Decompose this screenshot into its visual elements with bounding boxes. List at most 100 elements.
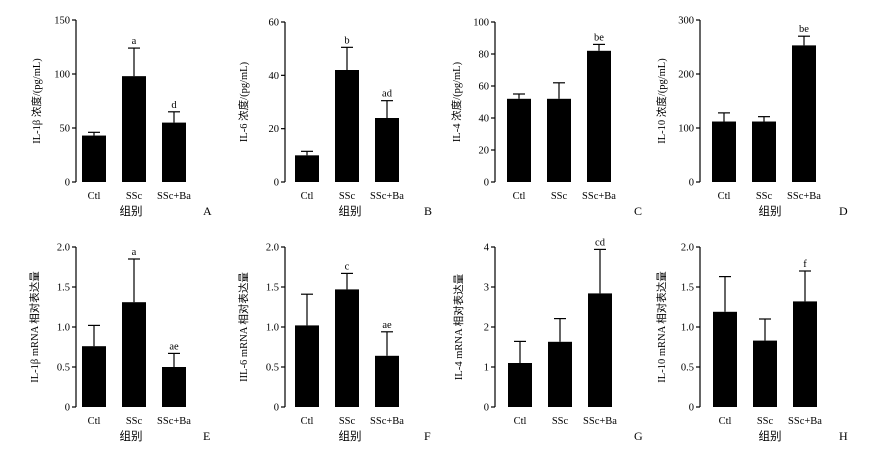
- significance-label: c: [345, 261, 350, 272]
- category-label: SSc+Ba: [370, 191, 404, 202]
- bar-ssc-ba: [375, 118, 399, 182]
- significance-label: a: [132, 247, 137, 258]
- x-axis-title: 组别: [759, 429, 782, 443]
- significance-label: ad: [382, 89, 393, 100]
- y-tick-label: 0: [689, 178, 694, 189]
- significance-label: ae: [169, 341, 179, 352]
- category-label: SSc: [551, 191, 568, 202]
- x-axis-title: 组别: [120, 204, 143, 218]
- significance-label: d: [171, 100, 177, 111]
- y-axis-title: IL-4 浓度/(pg/mL): [450, 61, 463, 142]
- panel-letter: G: [634, 429, 643, 443]
- category-label: Ctl: [301, 416, 314, 427]
- bar-ssc: [548, 341, 572, 407]
- category-label: SSc: [339, 416, 356, 427]
- y-tick-label: 150: [54, 16, 70, 27]
- y-tick-label: 1: [484, 363, 489, 374]
- chart-panel-a: 0 50 100 150 Ctl a SSc d SSc+Ba 组别 A IL-1β 浓度/(pg/m…: [30, 16, 212, 219]
- chart-panel-d: 0 100 200 300 Ctl SSc be SSc+Ba 组别 D IL-10 浓度/(pg/…: [655, 16, 848, 219]
- category-label: SSc: [756, 191, 773, 202]
- category-label: SSc+Ba: [583, 416, 617, 427]
- y-tick-label: 20: [269, 124, 280, 135]
- y-tick-label: 0.5: [57, 363, 70, 374]
- chart-panel-g: 0 1 2 3 4 Ctl SSc cd SSc+Ba G IL-4 mRNA 相对表达量: [452, 237, 643, 443]
- bar-ctl: [712, 121, 736, 182]
- y-tick-label: 1.5: [57, 283, 70, 294]
- y-tick-label: 100: [54, 70, 70, 81]
- category-label: SSc+Ba: [157, 191, 191, 202]
- panel-letter: E: [203, 429, 210, 443]
- chart-panel-e: 0 0.5 1.0 1.5 2.0 Ctl a SSc ae SSc+Ba 组别 E IL-1β mRN…: [28, 243, 210, 444]
- significance-label: a: [132, 36, 137, 47]
- y-tick-label: 4: [484, 243, 490, 254]
- category-label: SSc+Ba: [582, 191, 616, 202]
- y-tick-label: 40: [479, 114, 490, 125]
- y-tick-label: 1.0: [681, 323, 694, 334]
- category-label: SSc: [757, 416, 774, 427]
- significance-label: be: [799, 24, 809, 35]
- y-tick-label: 200: [678, 70, 694, 81]
- category-label: SSc: [339, 191, 356, 202]
- y-axis-title: IIL-6 mRNA 相对表达量: [237, 272, 250, 382]
- y-tick-label: 1.0: [57, 323, 70, 334]
- category-label: SSc+Ba: [157, 416, 191, 427]
- y-tick-label: 0: [65, 403, 70, 414]
- bar-ctl: [82, 346, 106, 407]
- category-label: SSc: [126, 191, 143, 202]
- bar-ctl: [295, 325, 319, 407]
- y-tick-label: 1.5: [681, 283, 694, 294]
- bar-ssc-ba: [793, 301, 817, 407]
- x-axis-title: 组别: [339, 429, 362, 443]
- bar-ctl: [295, 155, 319, 182]
- bar-ctl: [508, 363, 532, 407]
- bar-ssc: [752, 121, 776, 182]
- x-axis-title: 组别: [120, 429, 143, 443]
- y-tick-label: 60: [479, 82, 490, 93]
- bar-ssc-ba: [587, 50, 611, 182]
- bar-ctl: [507, 98, 531, 182]
- panel-letter: B: [424, 204, 432, 218]
- y-axis-title: IL-1β 浓度/(pg/mL): [30, 58, 43, 144]
- bar-ssc-ba: [162, 122, 186, 182]
- bar-ssc-ba: [588, 293, 612, 407]
- x-axis-title: 组别: [759, 204, 782, 218]
- y-tick-label: 0: [689, 403, 694, 414]
- bar-ssc: [753, 340, 777, 407]
- y-tick-label: 100: [678, 124, 694, 135]
- category-label: SSc+Ba: [788, 416, 822, 427]
- y-tick-label: 0: [274, 178, 279, 189]
- category-label: Ctl: [513, 191, 526, 202]
- category-label: Ctl: [719, 416, 732, 427]
- category-label: Ctl: [718, 191, 731, 202]
- y-tick-label: 2.0: [681, 243, 694, 254]
- y-tick-label: 2: [484, 323, 489, 334]
- y-tick-label: 0: [484, 403, 489, 414]
- chart-panel-b: 0 20 40 60 Ctl b SSc ad SSc+Ba 组别 B IL-6 浓度/(pg/mL): [237, 18, 432, 219]
- y-tick-label: 1.5: [266, 283, 279, 294]
- x-axis-title: 组别: [339, 204, 362, 218]
- y-tick-label: 0.5: [266, 363, 279, 374]
- category-label: SSc+Ba: [787, 191, 821, 202]
- bar-ctl: [713, 311, 737, 407]
- category-label: Ctl: [88, 416, 101, 427]
- y-tick-label: 60: [269, 18, 280, 29]
- y-tick-label: 0: [274, 403, 279, 414]
- y-tick-label: 3: [484, 283, 489, 294]
- category-label: Ctl: [88, 191, 101, 202]
- y-tick-label: 40: [269, 71, 280, 82]
- y-tick-label: 0: [484, 178, 489, 189]
- bar-ssc: [122, 302, 146, 407]
- significance-label: f: [803, 259, 807, 270]
- y-tick-label: 80: [479, 50, 490, 61]
- significance-label: be: [594, 32, 604, 43]
- chart-panel-h: 0 0.5 1.0 1.5 2.0 Ctl SSc f SSc+Ba 组别 H IL-10 mRNA …: [655, 243, 848, 444]
- bar-ssc-ba: [792, 45, 816, 182]
- y-axis-title: IL-10 浓度/(pg/mL): [655, 58, 668, 144]
- y-tick-label: 20: [479, 146, 490, 157]
- y-tick-label: 1.0: [266, 323, 279, 334]
- bar-ssc: [122, 76, 146, 182]
- bar-ssc-ba: [375, 355, 399, 407]
- significance-label: ae: [382, 320, 392, 331]
- panel-letter: F: [424, 429, 431, 443]
- panel-letter: A: [203, 204, 212, 218]
